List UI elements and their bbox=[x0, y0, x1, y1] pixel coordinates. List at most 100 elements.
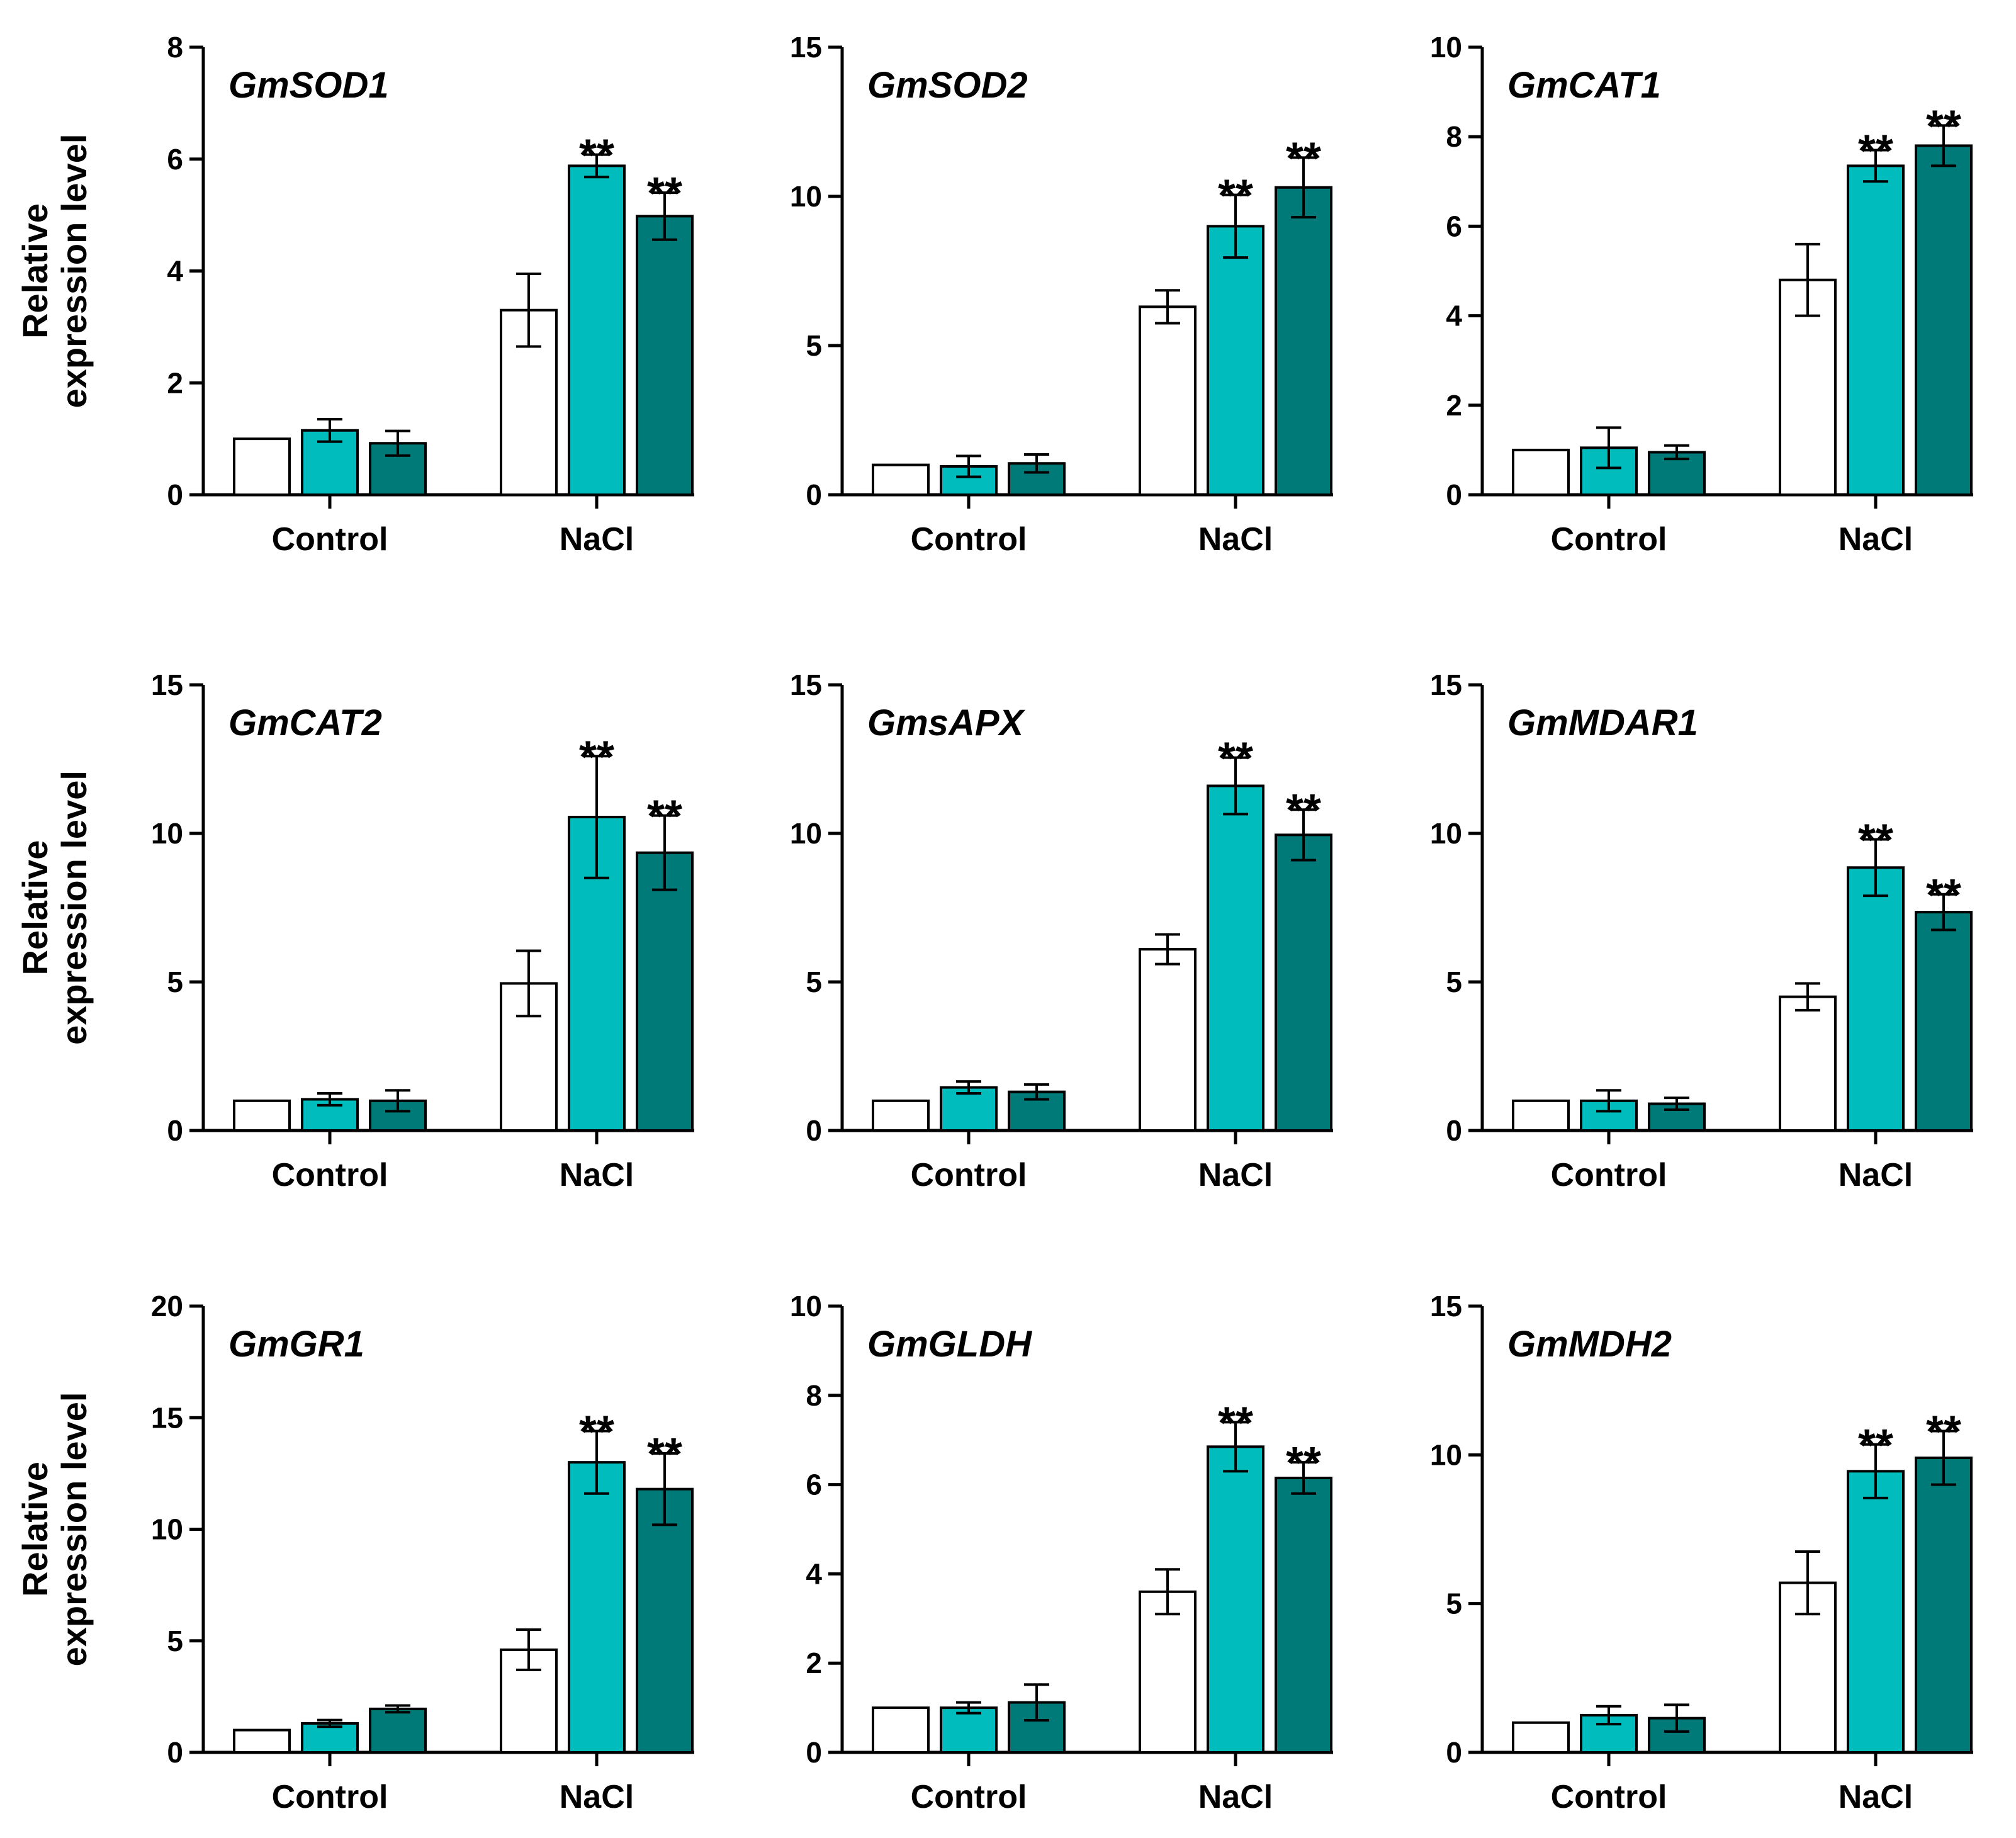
significance-mark: ** bbox=[647, 169, 682, 219]
y-tick-label: 0 bbox=[1446, 1114, 1462, 1147]
significance-mark: ** bbox=[1286, 1438, 1321, 1489]
bar-NaCl-series-2 bbox=[568, 1461, 626, 1754]
y-axis-label-line-1: Relative bbox=[15, 1462, 55, 1597]
y-tick-label: 0 bbox=[1446, 1736, 1462, 1769]
y-tick-label: 20 bbox=[151, 1290, 183, 1322]
chart-panel-GmSOD2: 0 5 10 15 Control NaCl GmSOD2 ** ** bbox=[790, 31, 1333, 558]
bar-Control-series-1 bbox=[872, 463, 930, 496]
y-tick-label: 4 bbox=[806, 1557, 822, 1590]
x-category-label: NaCl bbox=[560, 1779, 634, 1815]
bar-Control-series-1 bbox=[1512, 1721, 1570, 1754]
y-tick-label: 4 bbox=[167, 255, 183, 288]
gene-title: GmSOD1 bbox=[228, 65, 389, 106]
x-category-label: NaCl bbox=[1839, 521, 1913, 558]
bar-NaCl-series-2 bbox=[1207, 784, 1264, 1132]
bar-Control-series-1 bbox=[872, 1706, 930, 1754]
y-tick-label: 10 bbox=[1430, 817, 1462, 850]
y-tick-label: 15 bbox=[151, 668, 183, 701]
y-tick-label: 6 bbox=[1446, 210, 1462, 242]
significance-mark: ** bbox=[579, 732, 614, 782]
bar-NaCl-series-3 bbox=[1915, 1457, 1973, 1754]
x-category-label: NaCl bbox=[560, 1157, 634, 1193]
gene-title: GmGLDH bbox=[867, 1324, 1032, 1365]
bar-NaCl-series-2 bbox=[1847, 1470, 1905, 1754]
x-category-label: NaCl bbox=[1839, 1157, 1913, 1193]
y-tick-label: 10 bbox=[151, 1513, 183, 1546]
chart-panel-GmSOD1: 0 2 4 6 8 Control NaCl GmSOD1 Relativeexpression… bbox=[15, 31, 694, 558]
significance-mark: ** bbox=[1218, 171, 1253, 222]
y-axis-label-line-2: expression level bbox=[54, 770, 94, 1045]
y-tick-label: 5 bbox=[1446, 1587, 1462, 1620]
y-tick-label: 0 bbox=[167, 478, 183, 511]
y-tick-label: 8 bbox=[1446, 120, 1462, 153]
bar-Control-series-1 bbox=[233, 1099, 291, 1132]
significance-mark: ** bbox=[1926, 1407, 1961, 1458]
significance-mark: ** bbox=[1858, 127, 1893, 177]
y-tick-label: 0 bbox=[167, 1114, 183, 1147]
y-tick-label: 10 bbox=[1430, 31, 1462, 64]
y-axis-label-line-1: Relative bbox=[15, 840, 55, 976]
gene-title: GmGR1 bbox=[228, 1324, 364, 1365]
significance-mark: ** bbox=[1286, 786, 1321, 836]
y-tick-label: 2 bbox=[167, 366, 183, 399]
bar-Control-series-1 bbox=[233, 437, 291, 496]
bar-NaCl-series-1 bbox=[1139, 948, 1197, 1132]
y-tick-label: 0 bbox=[806, 1736, 822, 1769]
y-tick-label: 15 bbox=[790, 31, 822, 64]
gene-title: GmMDAR1 bbox=[1507, 702, 1698, 743]
significance-mark: ** bbox=[1926, 101, 1961, 152]
bar-Control-series-1 bbox=[872, 1099, 930, 1132]
bar-NaCl-series-3 bbox=[636, 851, 694, 1132]
bar-NaCl-series-3 bbox=[1275, 186, 1332, 496]
gene-title: GmSOD2 bbox=[867, 65, 1028, 106]
bar-Control-series-1 bbox=[233, 1728, 291, 1754]
bar-NaCl-series-3 bbox=[636, 1487, 694, 1754]
y-tick-label: 0 bbox=[806, 478, 822, 511]
y-axis-label-line-1: Relative bbox=[15, 203, 55, 339]
y-tick-label: 10 bbox=[1430, 1438, 1462, 1471]
significance-mark: ** bbox=[1858, 1421, 1893, 1471]
gene-title: GmCAT2 bbox=[228, 702, 382, 743]
y-tick-label: 0 bbox=[167, 1736, 183, 1769]
bar-NaCl-series-3 bbox=[1275, 1476, 1332, 1754]
y-tick-label: 2 bbox=[1446, 389, 1462, 422]
bar-NaCl-series-1 bbox=[1139, 1590, 1197, 1754]
significance-mark: ** bbox=[1286, 133, 1321, 184]
y-tick-label: 5 bbox=[167, 966, 183, 998]
significance-mark: ** bbox=[1218, 734, 1253, 784]
bar-NaCl-series-3 bbox=[1275, 833, 1332, 1132]
bar-NaCl-series-2 bbox=[1847, 164, 1905, 497]
y-tick-label: 4 bbox=[1446, 300, 1462, 332]
bar-NaCl-series-1 bbox=[1779, 995, 1837, 1132]
y-axis-label: Relativeexpression level bbox=[15, 134, 94, 409]
bar-NaCl-series-2 bbox=[1847, 866, 1905, 1132]
x-category-label: Control bbox=[272, 521, 388, 558]
bar-NaCl-series-3 bbox=[1915, 144, 1973, 497]
x-category-label: NaCl bbox=[560, 521, 634, 558]
y-tick-label: 10 bbox=[151, 817, 183, 850]
x-category-label: NaCl bbox=[1198, 521, 1273, 558]
y-tick-label: 8 bbox=[167, 31, 183, 64]
bar-NaCl-series-1 bbox=[1139, 305, 1197, 496]
x-category-label: NaCl bbox=[1198, 1157, 1273, 1193]
significance-mark: ** bbox=[647, 792, 682, 842]
significance-mark: ** bbox=[579, 131, 614, 181]
chart-panel-GmGLDH: 0 2 4 6 8 10 Control NaCl GmGLDH ** ** bbox=[790, 1290, 1333, 1815]
y-tick-label: 15 bbox=[151, 1401, 183, 1434]
bar-NaCl-series-3 bbox=[636, 215, 694, 496]
y-tick-label: 15 bbox=[790, 668, 822, 701]
x-category-label: Control bbox=[911, 1157, 1027, 1193]
x-category-label: Control bbox=[911, 521, 1027, 558]
x-category-label: Control bbox=[1551, 1157, 1667, 1193]
y-tick-label: 0 bbox=[1446, 478, 1462, 511]
bar-Control-series-1 bbox=[1512, 448, 1570, 497]
x-category-label: Control bbox=[1551, 1779, 1667, 1815]
x-category-label: Control bbox=[272, 1157, 388, 1193]
bar-Control-series-1 bbox=[1512, 1099, 1570, 1132]
chart-panel-GmCAT2: 0 5 10 15 Control NaCl GmCAT2 Relativeexpressio… bbox=[15, 668, 694, 1193]
chart-panel-GmGR1: 0 5 10 15 20 Control NaCl GmGR1 Relativeexpressi… bbox=[15, 1290, 694, 1815]
y-tick-label: 15 bbox=[1430, 668, 1462, 701]
y-tick-label: 2 bbox=[806, 1647, 822, 1679]
x-category-label: Control bbox=[272, 1779, 388, 1815]
